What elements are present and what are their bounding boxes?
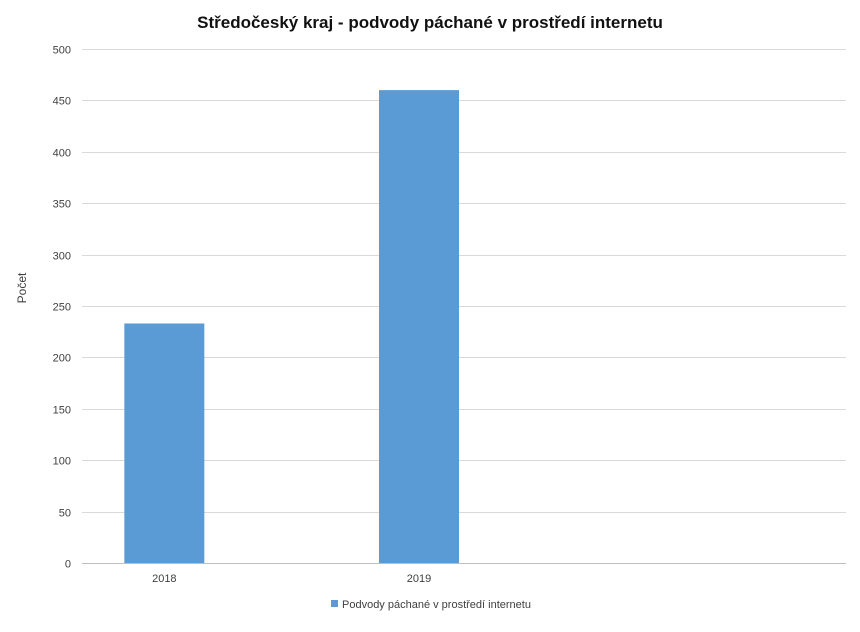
chart-title: Středočeský kraj - podvody páchané v pro…: [197, 13, 663, 32]
legend: Podvody páchané v prostředí internetu: [331, 599, 531, 611]
x-tick-label: 2019: [407, 573, 431, 585]
x-tick-label: 2018: [152, 573, 176, 585]
bars: [124, 90, 459, 564]
y-tick-label: 450: [53, 96, 71, 108]
y-tick-label: 100: [53, 456, 71, 468]
y-tick-label: 0: [65, 559, 71, 571]
y-tick-label: 250: [53, 302, 71, 314]
bar-2019: [379, 90, 459, 564]
legend-label: Podvody páchané v prostředí internetu: [342, 599, 531, 611]
y-axis-ticks: 0 50 100 150 200 250 300 350 400 450 500: [53, 45, 71, 571]
y-tick-label: 350: [53, 199, 71, 211]
gridlines: [82, 49, 846, 564]
bar-2018: [124, 323, 205, 563]
y-tick-label: 400: [53, 148, 71, 160]
y-tick-label: 300: [53, 251, 71, 263]
y-axis-title: Počet: [15, 272, 29, 303]
legend-swatch: [331, 600, 338, 607]
y-tick-label: 500: [53, 45, 71, 57]
y-tick-label: 150: [53, 405, 71, 417]
y-tick-label: 200: [53, 353, 71, 365]
x-axis-ticks: 2018 2019: [152, 573, 431, 585]
y-tick-label: 50: [59, 508, 71, 520]
